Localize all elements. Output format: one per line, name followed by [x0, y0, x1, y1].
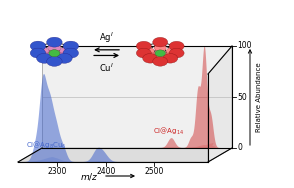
- Text: 2500: 2500: [145, 167, 164, 176]
- Circle shape: [145, 53, 157, 60]
- Circle shape: [63, 48, 78, 58]
- Polygon shape: [42, 46, 232, 148]
- Circle shape: [48, 50, 61, 58]
- Circle shape: [163, 54, 178, 63]
- Circle shape: [143, 54, 158, 63]
- Circle shape: [47, 56, 62, 66]
- Circle shape: [47, 37, 62, 47]
- Circle shape: [30, 41, 46, 51]
- Text: Cu$^I$: Cu$^I$: [99, 61, 114, 74]
- Circle shape: [153, 37, 168, 47]
- Text: 100: 100: [238, 42, 252, 51]
- Text: Ag$^I$: Ag$^I$: [99, 31, 114, 45]
- Text: 2400: 2400: [96, 167, 115, 176]
- Polygon shape: [18, 157, 208, 162]
- Polygon shape: [42, 46, 232, 148]
- Circle shape: [57, 53, 72, 63]
- Text: Cl@Ag$_8$Cu$_6$: Cl@Ag$_8$Cu$_6$: [26, 140, 66, 151]
- Text: 2300: 2300: [47, 167, 67, 176]
- Circle shape: [154, 50, 166, 58]
- Circle shape: [60, 47, 73, 55]
- Circle shape: [169, 41, 184, 51]
- Circle shape: [48, 44, 61, 52]
- Circle shape: [57, 52, 70, 61]
- Circle shape: [166, 48, 178, 55]
- Text: Relative Abundance: Relative Abundance: [256, 62, 262, 132]
- Circle shape: [37, 53, 52, 63]
- Circle shape: [136, 48, 151, 58]
- Polygon shape: [18, 148, 232, 162]
- Text: $m/z$: $m/z$: [80, 171, 99, 181]
- Circle shape: [136, 41, 151, 51]
- Circle shape: [63, 41, 78, 51]
- Polygon shape: [18, 74, 208, 162]
- Circle shape: [153, 57, 168, 66]
- Circle shape: [30, 48, 46, 58]
- Circle shape: [169, 48, 184, 58]
- Text: 50: 50: [238, 92, 247, 102]
- Circle shape: [49, 50, 60, 57]
- Circle shape: [163, 53, 175, 60]
- Circle shape: [39, 52, 52, 61]
- Text: 0: 0: [238, 143, 242, 152]
- Circle shape: [36, 47, 49, 55]
- Polygon shape: [208, 46, 232, 162]
- Polygon shape: [42, 143, 232, 148]
- Circle shape: [154, 44, 166, 52]
- Circle shape: [143, 48, 154, 55]
- Text: Cl@Ag$_{14}$: Cl@Ag$_{14}$: [153, 126, 184, 137]
- Circle shape: [155, 50, 166, 57]
